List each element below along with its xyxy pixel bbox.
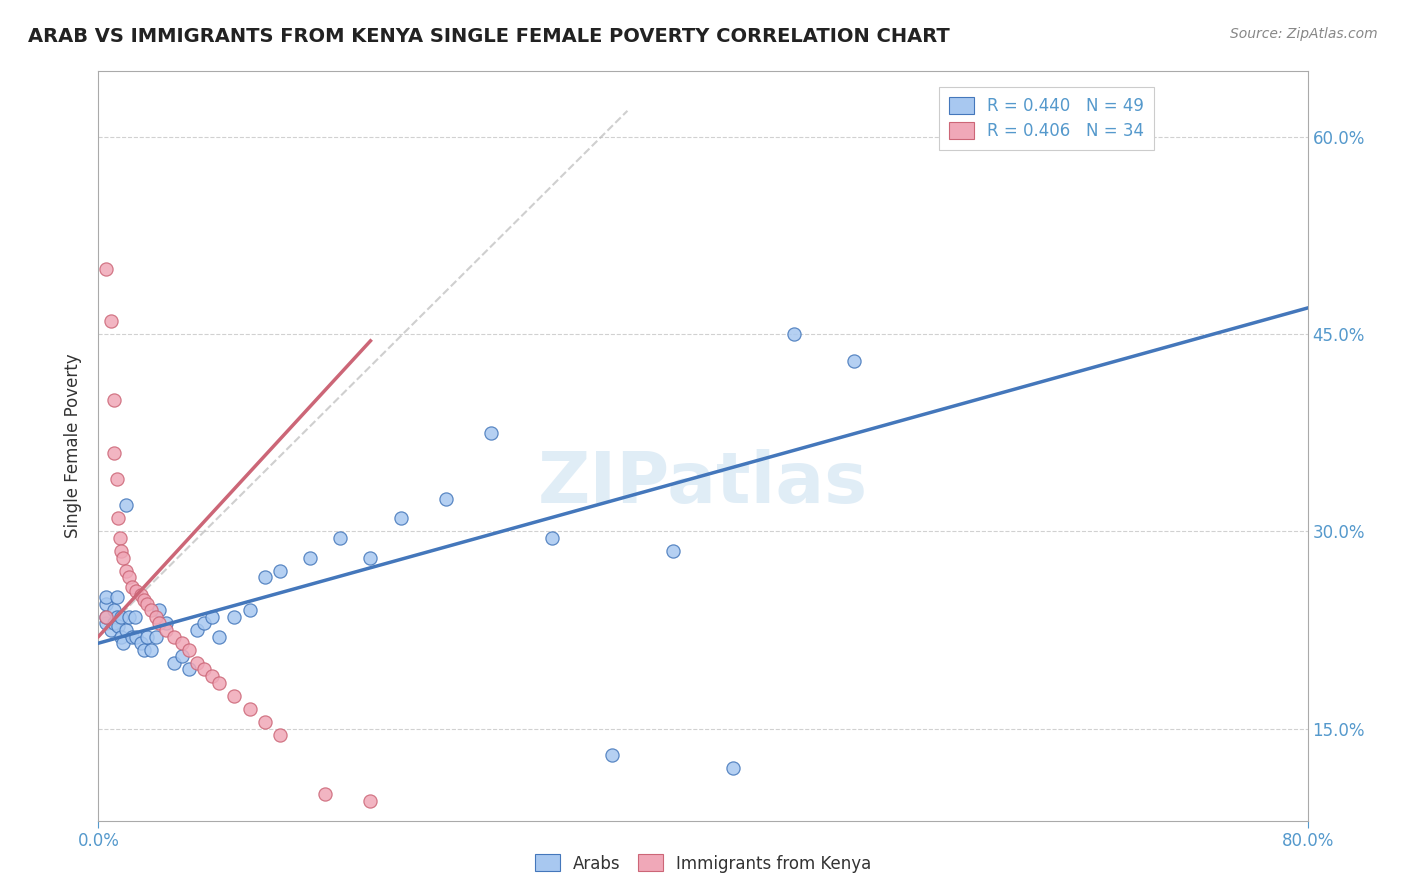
Point — [108, 531, 131, 545]
Point — [186, 623, 208, 637]
Point — [179, 642, 201, 657]
Point — [110, 630, 132, 644]
Point — [110, 544, 132, 558]
Point — [155, 616, 177, 631]
Point — [94, 610, 117, 624]
Point — [141, 603, 163, 617]
Point — [389, 511, 412, 525]
Point — [111, 550, 134, 565]
Point — [170, 636, 193, 650]
Point — [783, 327, 806, 342]
Point — [125, 583, 148, 598]
Point — [201, 610, 224, 624]
Point — [239, 603, 262, 617]
Point — [132, 592, 155, 607]
Point — [224, 689, 246, 703]
Point — [329, 531, 352, 545]
Text: ZIPatlas: ZIPatlas — [538, 449, 868, 518]
Legend: R = 0.440   N = 49, R = 0.406   N = 34: R = 0.440 N = 49, R = 0.406 N = 34 — [939, 87, 1154, 150]
Point — [103, 603, 125, 617]
Point — [239, 702, 262, 716]
Point — [105, 590, 128, 604]
Point — [186, 656, 208, 670]
Point — [163, 656, 186, 670]
Point — [132, 642, 155, 657]
Point — [141, 642, 163, 657]
Point — [125, 630, 148, 644]
Point — [110, 610, 132, 624]
Point — [94, 261, 117, 276]
Point — [208, 630, 231, 644]
Point — [114, 564, 136, 578]
Point — [103, 616, 125, 631]
Point — [602, 747, 624, 762]
Point — [269, 564, 291, 578]
Point — [121, 630, 143, 644]
Point — [94, 616, 117, 631]
Point — [253, 570, 276, 584]
Point — [135, 597, 157, 611]
Point — [145, 610, 167, 624]
Point — [94, 590, 117, 604]
Point — [111, 636, 134, 650]
Point — [103, 445, 125, 459]
Point — [114, 623, 136, 637]
Point — [148, 603, 170, 617]
Point — [100, 623, 122, 637]
Point — [434, 491, 457, 506]
Point — [129, 588, 152, 602]
Point — [170, 649, 193, 664]
Point — [107, 511, 129, 525]
Text: ARAB VS IMMIGRANTS FROM KENYA SINGLE FEMALE POVERTY CORRELATION CHART: ARAB VS IMMIGRANTS FROM KENYA SINGLE FEM… — [28, 27, 950, 45]
Point — [208, 675, 231, 690]
Point — [107, 619, 129, 633]
Point — [121, 580, 143, 594]
Y-axis label: Single Female Poverty: Single Female Poverty — [65, 354, 83, 538]
Point — [129, 636, 152, 650]
Point — [224, 610, 246, 624]
Point — [145, 630, 167, 644]
Point — [193, 663, 215, 677]
Point — [118, 570, 141, 584]
Point — [299, 550, 322, 565]
Point — [135, 630, 157, 644]
Point — [269, 728, 291, 742]
Point — [118, 610, 141, 624]
Point — [201, 669, 224, 683]
Point — [94, 597, 117, 611]
Point — [723, 761, 745, 775]
Point — [360, 794, 382, 808]
Point — [148, 616, 170, 631]
Point — [253, 714, 276, 729]
Point — [661, 544, 683, 558]
Point — [163, 630, 186, 644]
Point — [124, 610, 146, 624]
Point — [103, 392, 125, 407]
Point — [105, 472, 128, 486]
Point — [844, 353, 866, 368]
Point — [360, 550, 382, 565]
Legend: Arabs, Immigrants from Kenya: Arabs, Immigrants from Kenya — [529, 847, 877, 880]
Point — [100, 314, 122, 328]
Point — [94, 610, 117, 624]
Point — [179, 663, 201, 677]
Point — [540, 531, 562, 545]
Point — [481, 425, 503, 440]
Point — [105, 610, 128, 624]
Text: Source: ZipAtlas.com: Source: ZipAtlas.com — [1230, 27, 1378, 41]
Point — [114, 498, 136, 512]
Point — [155, 623, 177, 637]
Point — [314, 788, 336, 802]
Point — [193, 616, 215, 631]
